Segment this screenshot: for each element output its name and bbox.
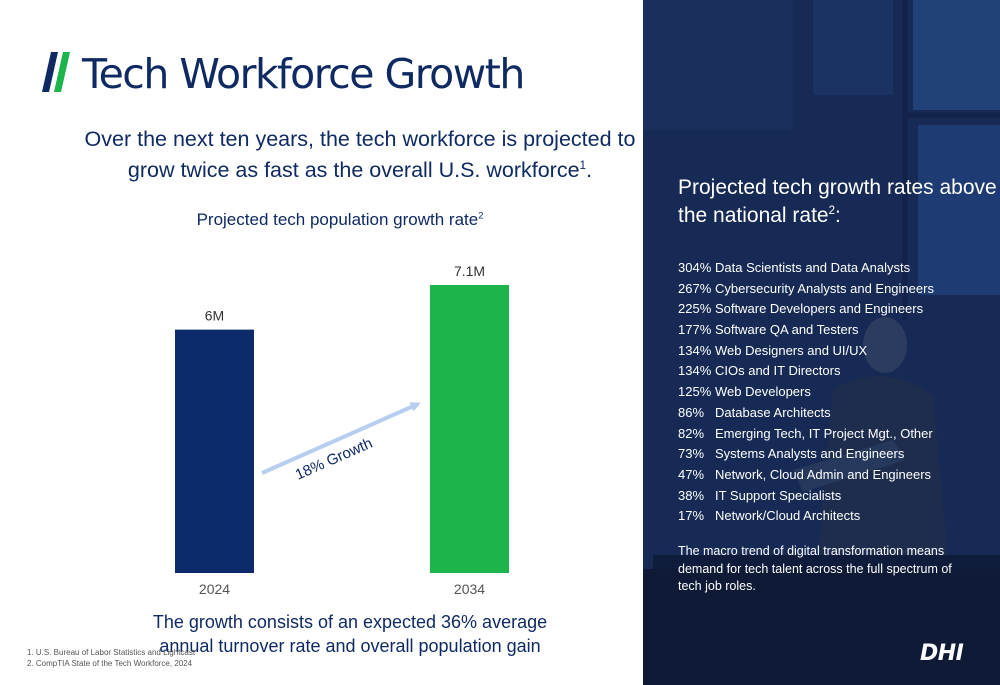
subtitle-text: Over the next ten years, the tech workfo…	[84, 127, 636, 182]
rate-percent: 82%	[678, 425, 705, 441]
brand-slashes-icon	[42, 52, 70, 92]
rate-role: Software QA and Testers	[715, 322, 859, 338]
rate-role: CIOs and IT Directors	[715, 363, 841, 379]
rate-percent: 73%	[678, 446, 705, 462]
bar-value-label: 7.1M	[454, 263, 485, 279]
rate-role: Web Designers and UI/UX	[715, 342, 868, 358]
x-tick-label: 2024	[199, 581, 230, 597]
x-tick-label: 2034	[454, 581, 485, 597]
rate-row: 86% Database Architects	[678, 403, 934, 424]
rate-percent: 125%	[678, 384, 712, 400]
bar-2034	[430, 285, 509, 573]
footnote-2: 2. CompTIA State of the Tech Workforce, …	[27, 658, 193, 668]
side-heading: Projected tech growth rates above the na…	[678, 174, 1000, 230]
chart-caption: Projected tech population growth rate2	[140, 210, 540, 230]
rate-role: Systems Analysts and Engineers	[715, 446, 905, 462]
side-heading-footnote-ref: 2	[828, 205, 836, 217]
rate-row: 304% Data Scientists and Data Analysts	[678, 258, 934, 279]
dhi-logo: DHI	[920, 641, 964, 666]
rate-percent: 17%	[678, 508, 705, 524]
rate-row: 82% Emerging Tech, IT Project Mgt., Other	[678, 424, 934, 445]
subtitle: Over the next ten years, the tech workfo…	[84, 127, 636, 182]
side-panel-content: Projected tech growth rates above the na…	[643, 0, 1000, 685]
rate-row: 134% Web Designers and UI/UX	[678, 341, 934, 362]
rate-role: Cybersecurity Analysts and Engineers	[715, 280, 934, 296]
rate-role: Emerging Tech, IT Project Mgt., Other	[715, 425, 933, 441]
rate-percent: 134%	[678, 342, 712, 358]
rate-role: Network, Cloud Admin and Engineers	[715, 466, 932, 482]
rate-role: Software Developers and Engineers	[715, 301, 924, 317]
rate-percent: 38%	[678, 487, 705, 503]
rate-percent: 304%	[678, 260, 712, 275]
side-note: The macro trend of digital transformatio…	[678, 544, 952, 593]
side-heading-text: Projected tech growth rates above the na…	[678, 176, 997, 227]
rate-percent: 47%	[678, 466, 705, 482]
side-panel: Projected tech growth rates above the na…	[643, 0, 1000, 685]
footnote-1: 1. U.S. Bureau of Labor Statistics and L…	[27, 648, 196, 657]
chart-caption-text: Projected tech population growth rate	[196, 210, 479, 229]
bar-value-label: 6M	[205, 308, 224, 324]
rate-row: 38% IT Support Specialists	[678, 486, 934, 507]
rate-role: Network/Cloud Architects	[715, 508, 861, 524]
rate-row: 125% Web Developers	[678, 382, 934, 403]
rate-role: Database Architects	[715, 404, 831, 420]
rate-percent: 86%	[678, 404, 705, 420]
rate-row: 17% Network/Cloud Architects	[678, 506, 934, 527]
rate-percent: 267%	[678, 280, 712, 296]
footnotes: 1. U.S. Bureau of Labor Statistics and L…	[27, 648, 195, 669]
subtitle-footnote-ref: 1	[579, 157, 587, 172]
rate-percent: 177%	[678, 322, 712, 338]
office-worker-photo	[643, 0, 1000, 685]
rate-percent: 225%	[678, 301, 712, 317]
growth-arrow	[261, 402, 421, 475]
rate-percent: 134%	[678, 363, 712, 379]
rate-row: 47% Network, Cloud Admin and Engineers	[678, 465, 934, 486]
rate-row: 225% Software Developers and Engineers	[678, 299, 934, 320]
rate-row: 73% Systems Analysts and Engineers	[678, 444, 934, 465]
rate-row: 177% Software QA and Testers	[678, 320, 934, 341]
rate-role: Data Scientists and Data Analysts	[715, 260, 911, 275]
chart-caption-footnote-ref: 2	[478, 210, 484, 221]
page-title: Tech Workforce Growth	[82, 50, 525, 98]
rate-row: 134% CIOs and IT Directors	[678, 361, 934, 382]
growth-rates-list: 304% Data Scientists and Data Analysts 26…	[678, 258, 934, 527]
rate-role: IT Support Specialists	[715, 487, 842, 503]
bottom-note: The growth consists of an expected 36% a…	[152, 612, 548, 656]
rate-row: 267% Cybersecurity Analysts and Engineers	[678, 279, 934, 300]
rate-role: Web Developers	[715, 384, 811, 400]
bar-2024	[175, 329, 254, 573]
side-heading-suffix: :	[835, 204, 841, 227]
